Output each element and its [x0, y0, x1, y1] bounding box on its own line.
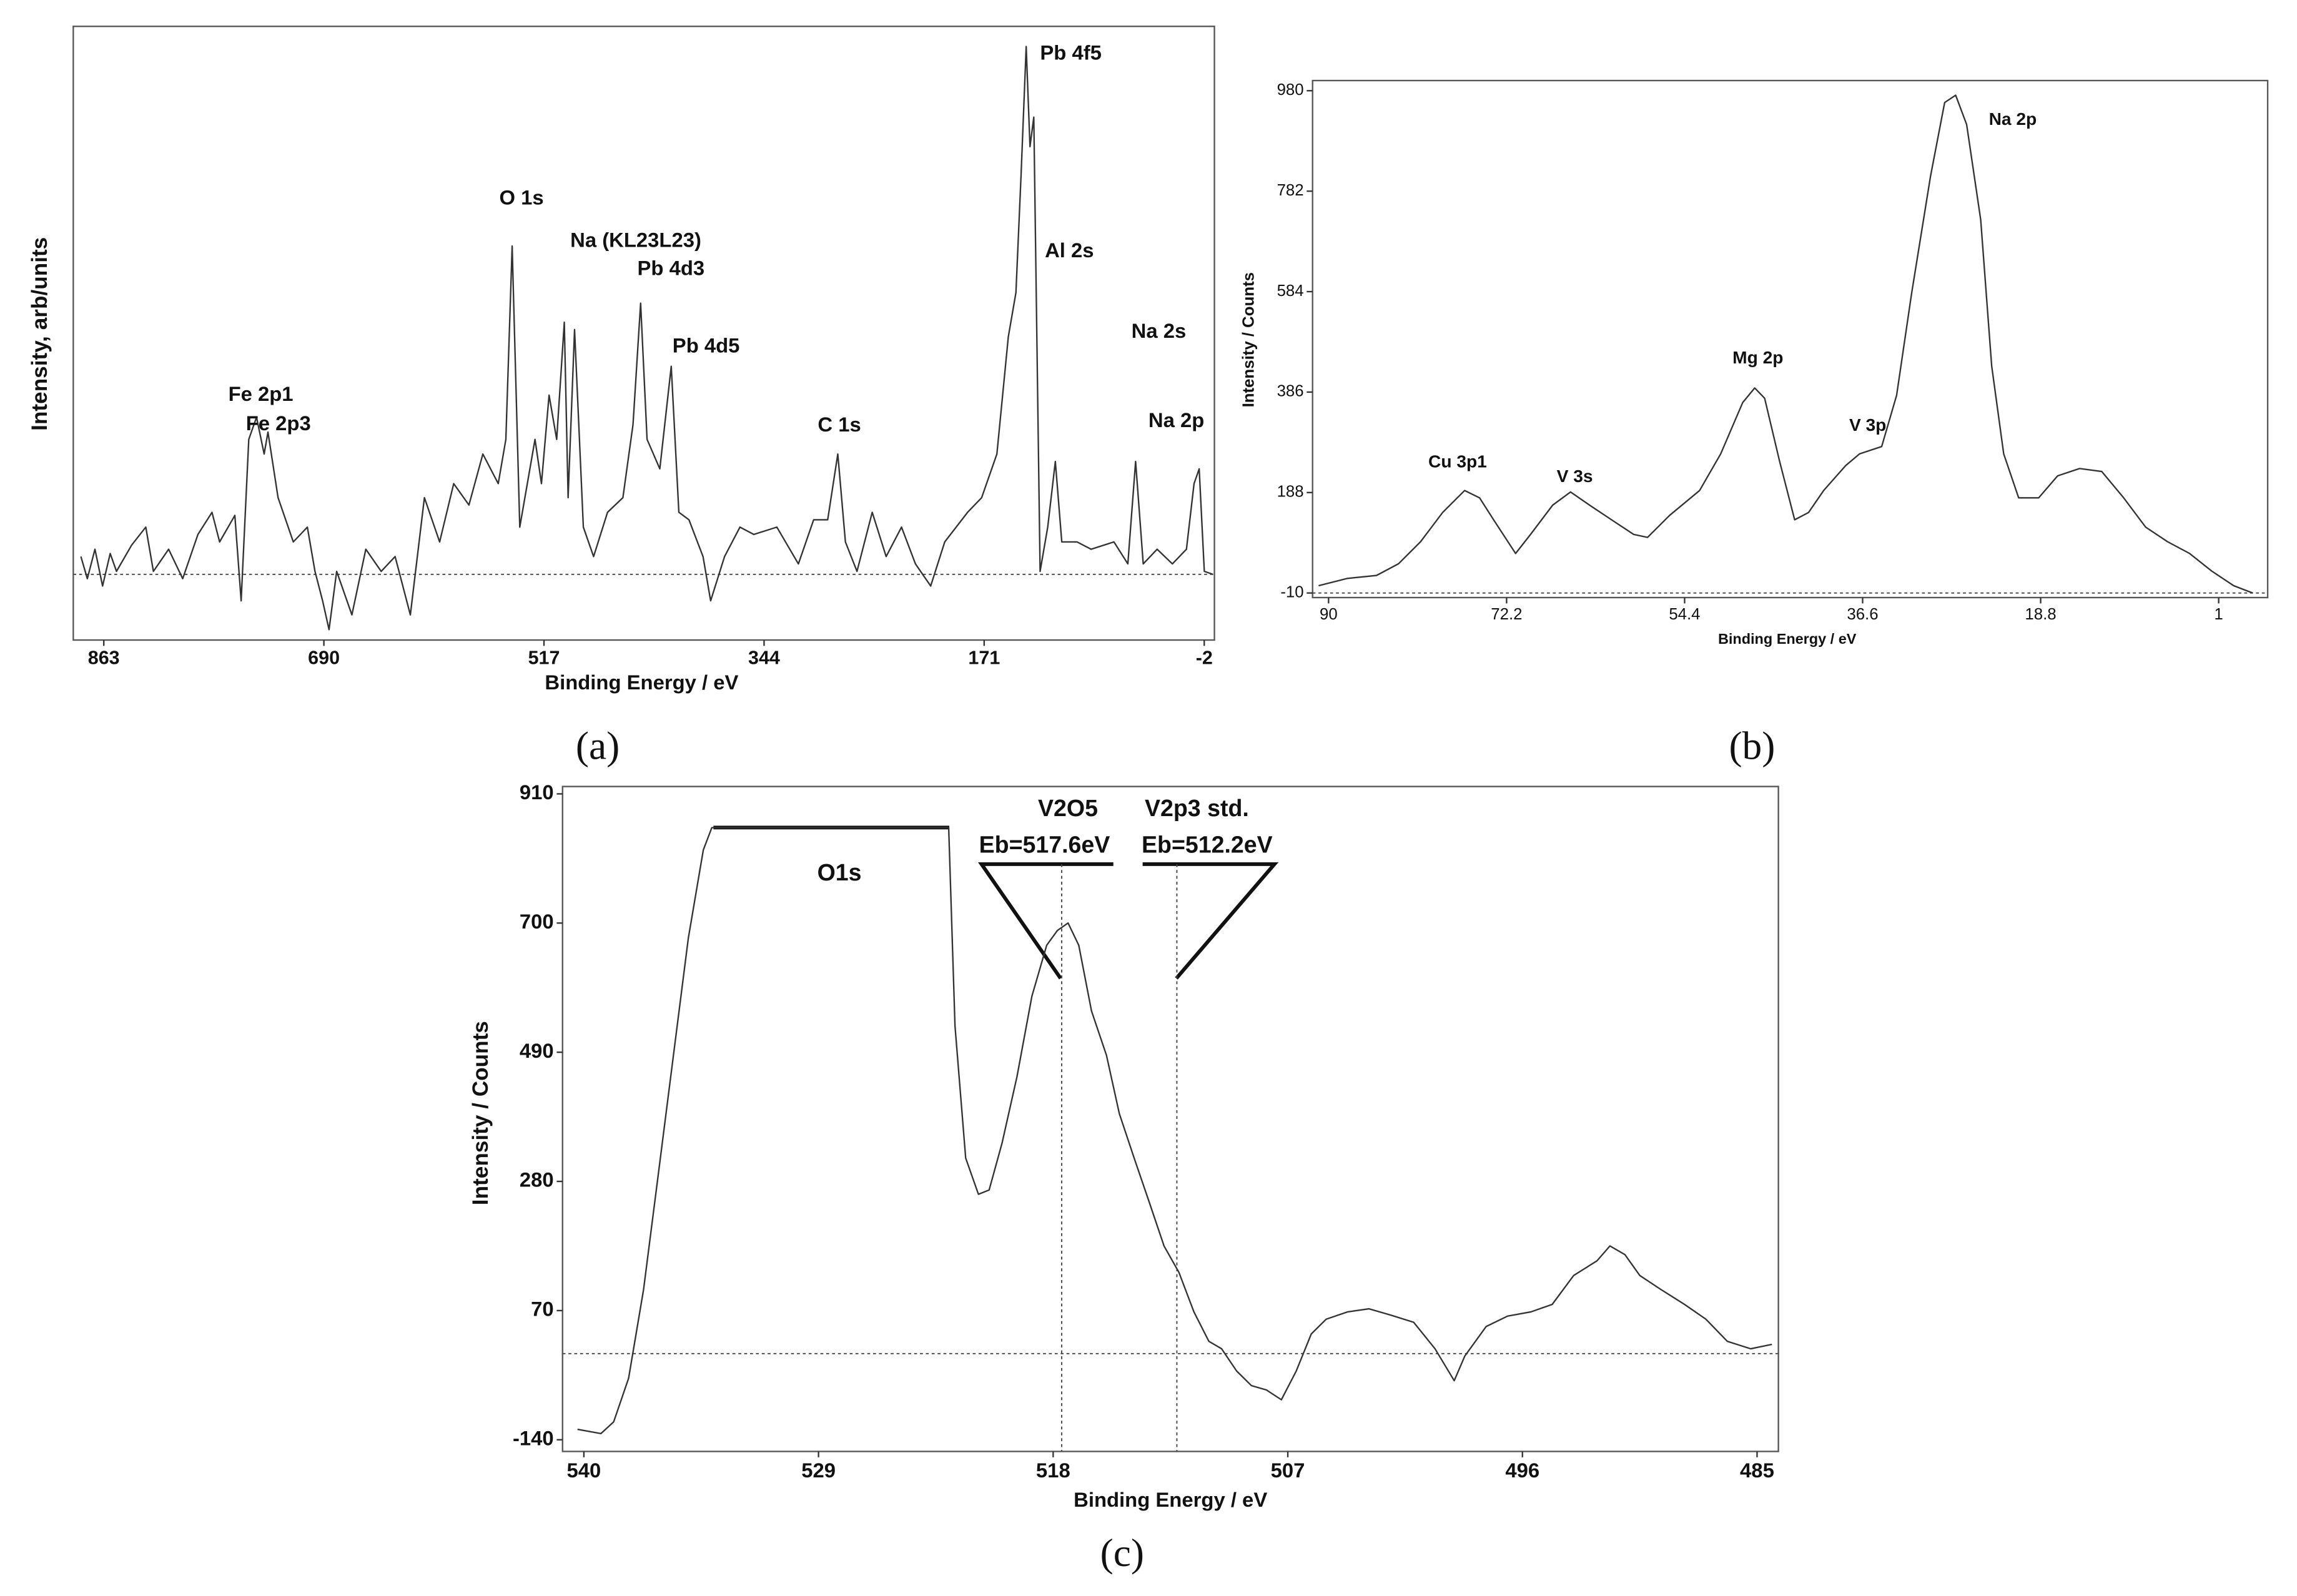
peak-label: Mg 2p [1732, 348, 1783, 367]
x-tick-label: 529 [801, 1459, 836, 1482]
y-tick-label: 490 [520, 1039, 554, 1062]
peak-label: Na 2p [1148, 408, 1204, 431]
v2o5-marker [978, 862, 1114, 980]
panel-label: (a) [576, 724, 620, 767]
x-tick-label: 690 [308, 648, 340, 669]
x-tick-label: 54.4 [1669, 606, 1700, 623]
x-tick-label: 496 [1505, 1459, 1539, 1482]
peak-label: Na (KL23L23) [570, 229, 701, 252]
spectrum-line [80, 46, 1213, 631]
peak-label: O1s [818, 859, 862, 885]
x-axis-label: Binding Energy / eV [1718, 631, 1857, 647]
y-axis-label: Intensity, arb/units [27, 237, 52, 431]
y-tick-label: 782 [1277, 182, 1304, 199]
x-tick-label: 72.2 [1491, 606, 1522, 623]
plot-frame [561, 786, 1779, 1452]
x-tick-label: 863 [88, 648, 120, 669]
y-tick-label: 584 [1277, 282, 1304, 300]
panel-label: (b) [1729, 724, 1775, 767]
peak-label: Fe 2p1 [229, 382, 294, 405]
peak-label: Eb=517.6eV [979, 832, 1110, 858]
y-tick-label: -140 [513, 1426, 554, 1449]
x-tick-label: 518 [1036, 1459, 1070, 1482]
y-tick-label: 188 [1277, 483, 1304, 501]
y-tick-label: -10 [1280, 584, 1303, 601]
x-tick-label: 18.8 [2025, 606, 2056, 623]
x-tick-label: 485 [1740, 1459, 1774, 1482]
peak-label: O 1s [499, 186, 543, 209]
x-tick-label: 90 [1320, 606, 1338, 623]
peak-label: C 1s [818, 413, 861, 436]
peak-label: Na 2s [1132, 319, 1187, 342]
panel-label: (c) [1100, 1531, 1144, 1575]
peak-label: Fe 2p3 [246, 411, 311, 435]
y-axis-label: Intensity / Counts [1240, 272, 1258, 407]
peak-label: Pb 4d5 [673, 334, 740, 357]
y-tick-label: 280 [520, 1168, 554, 1191]
peak-label: Cu 3p1 [1428, 452, 1487, 471]
spectrum-line [577, 827, 1772, 1435]
peak-label: V2p3 std. [1145, 795, 1249, 821]
peak-label: Eb=512.2eV [1142, 832, 1273, 858]
chart: 90 72.2 54.4 36.6 18.8 1 -10 188 386 584 782 980 Na … [1240, 79, 2269, 767]
x-tick-label: 507 [1271, 1459, 1305, 1482]
x-tick-label: 517 [528, 648, 560, 669]
x-axis-label: Binding Energy / eV [1074, 1488, 1267, 1511]
peak-label: Pb 4d3 [638, 256, 705, 279]
x-tick-label: -2 [1196, 648, 1213, 669]
x-axis-label: Binding Energy / eV [545, 671, 738, 694]
peak-label: V 3s [1557, 466, 1593, 486]
peak-label: V2O5 [1038, 795, 1098, 821]
v2p3-marker [1142, 862, 1279, 980]
chart: 540 529 518 507 496 485 -140 70 280 490 700 910 O1s V… [468, 781, 1779, 1575]
x-tick-label: 540 [567, 1459, 601, 1482]
plot-frame [1312, 79, 2269, 599]
chart: 863 690 517 344 171 -2 Fe 2p1 Fe 2p3 O 1s Na (KL2… [27, 26, 1215, 767]
y-tick-label: 910 [520, 781, 554, 804]
x-tick-label: 171 [968, 648, 1000, 669]
plot-frame [72, 26, 1215, 641]
y-tick-label: 700 [520, 910, 554, 933]
peak-label: Pb 4f5 [1040, 41, 1102, 64]
peak-label: Na 2p [1989, 109, 2037, 129]
y-tick-label: 980 [1277, 81, 1304, 99]
peak-label: V 3p [1849, 415, 1886, 435]
y-tick-label: 70 [531, 1298, 554, 1321]
x-tick-label: 36.6 [1847, 606, 1878, 623]
y-axis-label: Intensity / Counts [468, 1021, 493, 1205]
x-tick-label: 1 [2214, 606, 2223, 623]
y-tick-label: 386 [1277, 383, 1304, 400]
peak-label: Al 2s [1045, 239, 1094, 262]
x-tick-label: 344 [748, 648, 780, 669]
spectrum-line [1318, 94, 2253, 594]
